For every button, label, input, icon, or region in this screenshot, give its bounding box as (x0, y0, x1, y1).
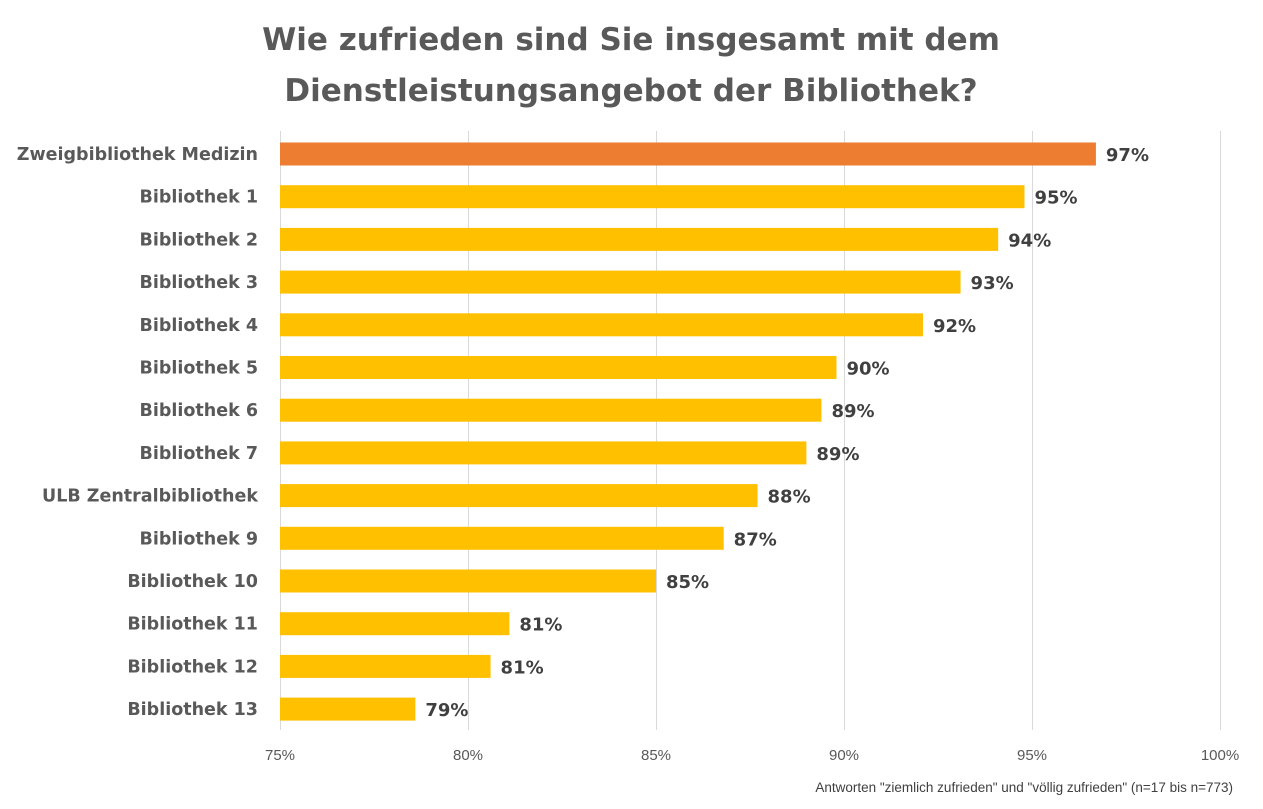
category-label: Zweigbibliothek Medizin (17, 145, 258, 165)
data-label: 89% (816, 444, 859, 465)
bar (280, 185, 1025, 209)
category-label: Bibliothek 2 (140, 230, 258, 250)
data-label: 88% (768, 487, 811, 508)
category-labels: Zweigbibliothek Medizin Bibliothek 1 Bibli… (17, 145, 259, 720)
bars (280, 142, 1096, 721)
category-label: Bibliothek 9 (140, 529, 258, 549)
category-label: Bibliothek 4 (140, 316, 258, 336)
category-label: Bibliothek 5 (140, 359, 258, 379)
data-label: 90% (846, 359, 889, 380)
chart-title-line-2: Dienstleistungsangebot der Bibliothek? (284, 73, 977, 109)
data-label: 97% (1106, 145, 1149, 166)
category-label: Bibliothek 10 (127, 572, 258, 592)
category-label: Bibliothek 13 (127, 700, 258, 720)
data-label: 93% (971, 273, 1014, 294)
bar (280, 356, 837, 379)
data-label: 85% (666, 572, 709, 593)
category-label: Bibliothek 7 (140, 444, 258, 464)
bar (280, 227, 999, 251)
category-label: ULB Zentralbibliothek (42, 487, 258, 507)
category-label: Bibliothek 3 (140, 273, 258, 293)
chart-title-line-1: Wie zufrieden sind Sie insgesamt mit dem (262, 22, 1000, 58)
data-label: 89% (831, 401, 874, 422)
bar (280, 526, 724, 550)
x-tick-label: 85% (641, 747, 671, 764)
bar (280, 697, 416, 721)
bar (280, 313, 923, 337)
x-axis-tick-labels: 75% 80% 85% 90% 95% 100% (265, 747, 1239, 764)
category-label: Bibliothek 1 (140, 188, 258, 208)
x-tick-label: 100% (1201, 747, 1239, 764)
category-label: Bibliothek 12 (127, 657, 258, 677)
bar (280, 612, 510, 636)
bar (280, 398, 822, 422)
x-tick-label: 95% (1017, 747, 1047, 764)
bar (280, 569, 656, 593)
bar (280, 654, 491, 678)
bar (280, 142, 1096, 166)
gridlines (280, 131, 1221, 730)
data-label: 92% (933, 316, 976, 337)
x-tick-label: 80% (453, 747, 483, 764)
data-labels: 97% 95% 94% 93% 92% 90% 89% 89% 88% 87% 85% 81% 81% 7… (425, 145, 1149, 721)
chart-title: Wie zufrieden sind Sie insgesamt mit dem… (262, 22, 1000, 109)
data-label: 81% (501, 657, 544, 678)
data-label: 95% (1034, 188, 1077, 209)
data-label: 81% (519, 615, 562, 636)
bar (280, 484, 758, 508)
category-label: Bibliothek 11 (127, 615, 258, 635)
bar (280, 270, 961, 294)
chart-annotation: Antworten "ziemlich zufrieden" und "völl… (815, 780, 1233, 795)
x-tick-label: 90% (829, 747, 859, 764)
bar (280, 441, 807, 465)
x-tick-label: 75% (265, 747, 295, 764)
data-label: 94% (1008, 230, 1051, 251)
data-label: 87% (734, 529, 777, 550)
data-label: 79% (425, 700, 468, 721)
category-label: Bibliothek 6 (140, 401, 258, 421)
